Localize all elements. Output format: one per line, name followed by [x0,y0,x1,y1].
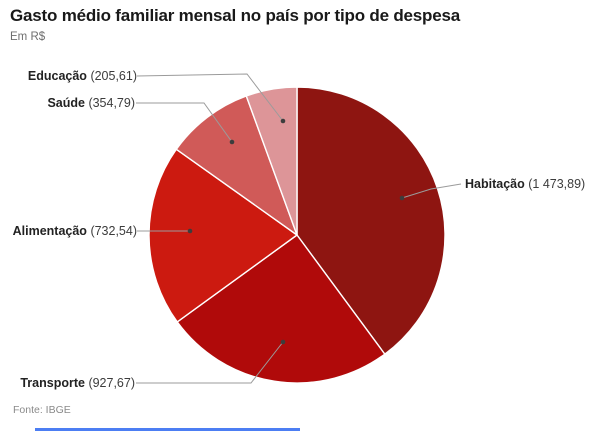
pie-slice-transporte[interactable] [176,234,386,384]
leader-dot-habitacao [399,195,405,201]
leader-line-saude [136,102,233,143]
label-alimentacao-value: (732,54) [90,224,137,238]
pie-slice-alimentacao[interactable] [148,148,298,323]
label-educacao-name: Educação [27,69,87,83]
label-educacao-value: (205,61) [90,69,137,83]
label-transporte-value: (927,67) [88,376,135,390]
pie-slice-saude[interactable] [175,95,298,236]
label-transporte: Transporte (927,67) [20,376,135,391]
leader-dot-alimentacao [187,228,193,234]
leader-dot-saude [229,139,235,145]
chart-title: Gasto médio familiar mensal no país por … [10,6,461,25]
label-alimentacao: Alimentação (732,54) [13,224,137,239]
label-habitacao-value: (1 473,89) [528,177,586,191]
pie-slice-educacao[interactable] [245,86,298,236]
pie-slice-habitacao[interactable] [296,86,446,355]
leader-dot-educacao [280,118,286,124]
label-transporte-name: Transporte [20,376,85,390]
chart-subtitle: Em R$ [10,31,46,43]
pie-slices-group [148,86,446,384]
label-educacao: Educação (205,61) [28,69,137,84]
bottom-accent-bar [35,428,300,431]
label-alimentacao-name: Alimentação [12,224,87,238]
label-habitacao: Habitação (1 473,89) [465,177,585,192]
leader-line-educacao [136,73,284,122]
leader-line-transporte [136,341,284,384]
leader-dot-transporte [280,339,286,345]
label-saude: Saúde (354,79) [47,96,135,111]
source-note: Fonte: IBGE [13,404,71,416]
leader-lines-group [136,73,462,384]
leader-line-habitacao [401,183,462,199]
label-habitacao-name: Habitação [465,177,525,191]
label-saude-name: Saúde [47,96,85,110]
label-saude-value: (354,79) [88,96,135,110]
